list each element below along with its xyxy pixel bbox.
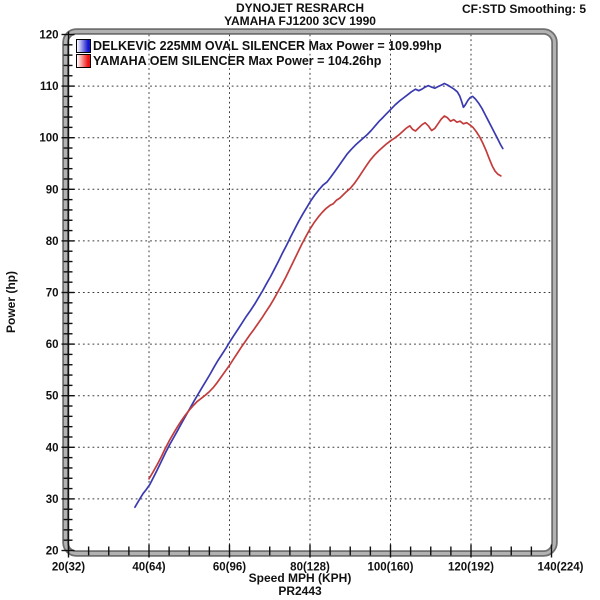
x-tick-label: 80(128) — [290, 562, 330, 574]
y-tick-label: 120 — [39, 30, 58, 42]
y-tick-label: 30 — [46, 494, 59, 506]
yamaha-oem-series-swatch — [76, 54, 91, 68]
y-tick-label: 50 — [46, 391, 59, 403]
chart-title: DYNOJET RESRARCH YAMAHA FJ1200 3CV 1990 — [224, 2, 376, 28]
x-tick-label: 140(224) — [537, 562, 583, 574]
y-axis-title: Power (hp) — [4, 271, 18, 333]
x-tick-label: 100(160) — [367, 562, 413, 574]
y-tick-label: 110 — [40, 81, 59, 93]
delkevic-power-curve — [134, 82, 504, 509]
yamaha-oem-power-curve — [148, 115, 502, 480]
delkevic-series-label: DELKEVIC 225MM OVAL SILENCER Max Power =… — [93, 39, 442, 53]
legend: DELKEVIC 225MM OVAL SILENCER Max Power =… — [76, 39, 442, 69]
y-tick-label: 90 — [46, 184, 59, 196]
run-code-label: PR2443 — [278, 584, 322, 598]
x-tick-label: 40(64) — [132, 562, 165, 574]
smoothing-setting-label: CF:STD Smoothing: 5 — [462, 2, 586, 16]
chart-title-line1: DYNOJET RESRARCH — [235, 1, 365, 15]
y-tick-label: 40 — [46, 442, 59, 454]
y-tick-label: 60 — [46, 339, 59, 351]
x-tick-label: 120(192) — [448, 562, 494, 574]
x-tick-label: 60(96) — [213, 562, 246, 574]
yamaha-oem-series-label: YAMAHA OEM SILENCER Max Power = 104.26hp — [93, 54, 382, 68]
legend-row-delkevic: DELKEVIC 225MM OVAL SILENCER Max Power =… — [76, 39, 442, 53]
y-tick-label: 100 — [39, 133, 58, 145]
legend-row-yamaha-oem: YAMAHA OEM SILENCER Max Power = 104.26hp — [76, 54, 442, 68]
x-axis-title: Speed MPH (KPH) — [248, 571, 352, 585]
y-tick-label: 20 — [46, 546, 59, 558]
chart-title-line2: YAMAHA FJ1200 3CV 1990 — [224, 14, 376, 28]
x-tick-label: 20(32) — [52, 562, 85, 574]
y-tick-label: 80 — [46, 236, 59, 248]
y-tick-label: 70 — [46, 288, 59, 300]
delkevic-series-swatch — [76, 39, 91, 53]
